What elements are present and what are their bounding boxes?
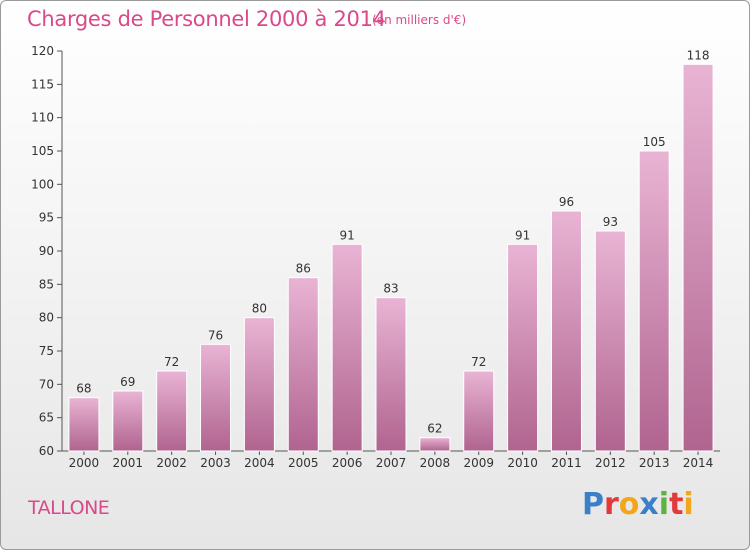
logo-letter: x — [639, 487, 659, 522]
y-tick-label: 120 — [31, 44, 54, 58]
data-label-2010: 91 — [515, 228, 530, 242]
y-tick-label: 105 — [31, 144, 54, 158]
x-tick-label: 2001 — [113, 456, 144, 470]
y-tick-label: 70 — [39, 377, 54, 391]
logo-letter: i — [683, 487, 694, 522]
data-label-2009: 72 — [471, 355, 486, 369]
x-tick-label: 2012 — [595, 456, 626, 470]
data-label-2006: 91 — [339, 228, 354, 242]
bar-2004 — [243, 317, 275, 452]
x-tick-label: 2011 — [551, 456, 582, 470]
x-tick-label: 2007 — [376, 456, 407, 470]
logo-letter: P — [582, 487, 604, 522]
data-label-2004: 80 — [252, 302, 267, 316]
data-label-2000: 68 — [76, 382, 91, 396]
bar-2007 — [375, 297, 407, 452]
x-tick-label: 2005 — [288, 456, 319, 470]
x-tick-label: 2008 — [420, 456, 451, 470]
logo-letter: r — [604, 487, 619, 522]
bar-2006 — [331, 243, 363, 452]
x-tick-label: 2000 — [69, 456, 100, 470]
bar-2002 — [156, 370, 188, 452]
x-tick-label: 2010 — [507, 456, 538, 470]
data-label-2001: 69 — [120, 375, 135, 389]
y-tick-label: 85 — [39, 277, 54, 291]
bar-2012 — [594, 230, 626, 452]
y-tick-label: 90 — [39, 244, 54, 258]
data-label-2014: 118 — [687, 48, 710, 62]
proxiti-logo[interactable]: Proxiti — [582, 487, 694, 522]
y-tick-label: 100 — [31, 177, 54, 191]
data-label-2013: 105 — [643, 135, 666, 149]
logo-letter: o — [618, 487, 640, 522]
y-tick-label: 60 — [39, 444, 54, 458]
bar-2000 — [68, 397, 100, 452]
bar-2008 — [419, 437, 451, 452]
y-tick-label: 75 — [39, 344, 54, 358]
x-tick-label: 2009 — [463, 456, 494, 470]
y-tick-label: 115 — [31, 77, 54, 91]
bar-2013 — [638, 150, 670, 452]
data-label-2003: 76 — [208, 328, 223, 342]
y-tick-label: 80 — [39, 311, 54, 325]
x-tick-label: 2004 — [244, 456, 275, 470]
x-tick-label: 2014 — [683, 456, 714, 470]
data-label-2005: 86 — [296, 262, 311, 276]
x-tick-label: 2006 — [332, 456, 363, 470]
bar-2003 — [200, 343, 232, 452]
chart-data-labels: 68 69 72 76 80 86 91 83 62 72 91 96 93 105 118 — [76, 48, 709, 435]
chart-title: Charges de Personnel 2000 à 2014 — [27, 7, 386, 31]
data-label-2007: 83 — [383, 282, 398, 296]
x-tick-label: 2013 — [639, 456, 670, 470]
bar-2001 — [112, 390, 144, 452]
data-label-2011: 96 — [559, 195, 574, 209]
x-tick-label: 2002 — [156, 456, 187, 470]
bar-2014 — [682, 63, 714, 452]
chart-subtitle: (en milliers d'€) — [372, 13, 467, 27]
y-tick-label: 110 — [31, 111, 54, 125]
x-tick-label: 2003 — [200, 456, 231, 470]
bar-2010 — [507, 243, 539, 452]
bar-2011 — [550, 210, 582, 452]
bar-2005 — [287, 277, 319, 452]
logo-letter: t — [669, 487, 684, 522]
data-label-2012: 93 — [603, 215, 618, 229]
data-label-2002: 72 — [164, 355, 179, 369]
y-tick-label: 65 — [39, 411, 54, 425]
chart-bars — [68, 63, 714, 452]
bar-2009 — [463, 370, 495, 452]
chart-axes: 60 65 70 75 80 85 90 95 100 105 110 115 120 2000 2001 2… — [31, 44, 720, 470]
commune-name: TALLONE — [28, 497, 110, 519]
y-tick-label: 95 — [39, 211, 54, 225]
data-label-2008: 62 — [427, 422, 442, 436]
logo-letter: i — [658, 487, 670, 522]
